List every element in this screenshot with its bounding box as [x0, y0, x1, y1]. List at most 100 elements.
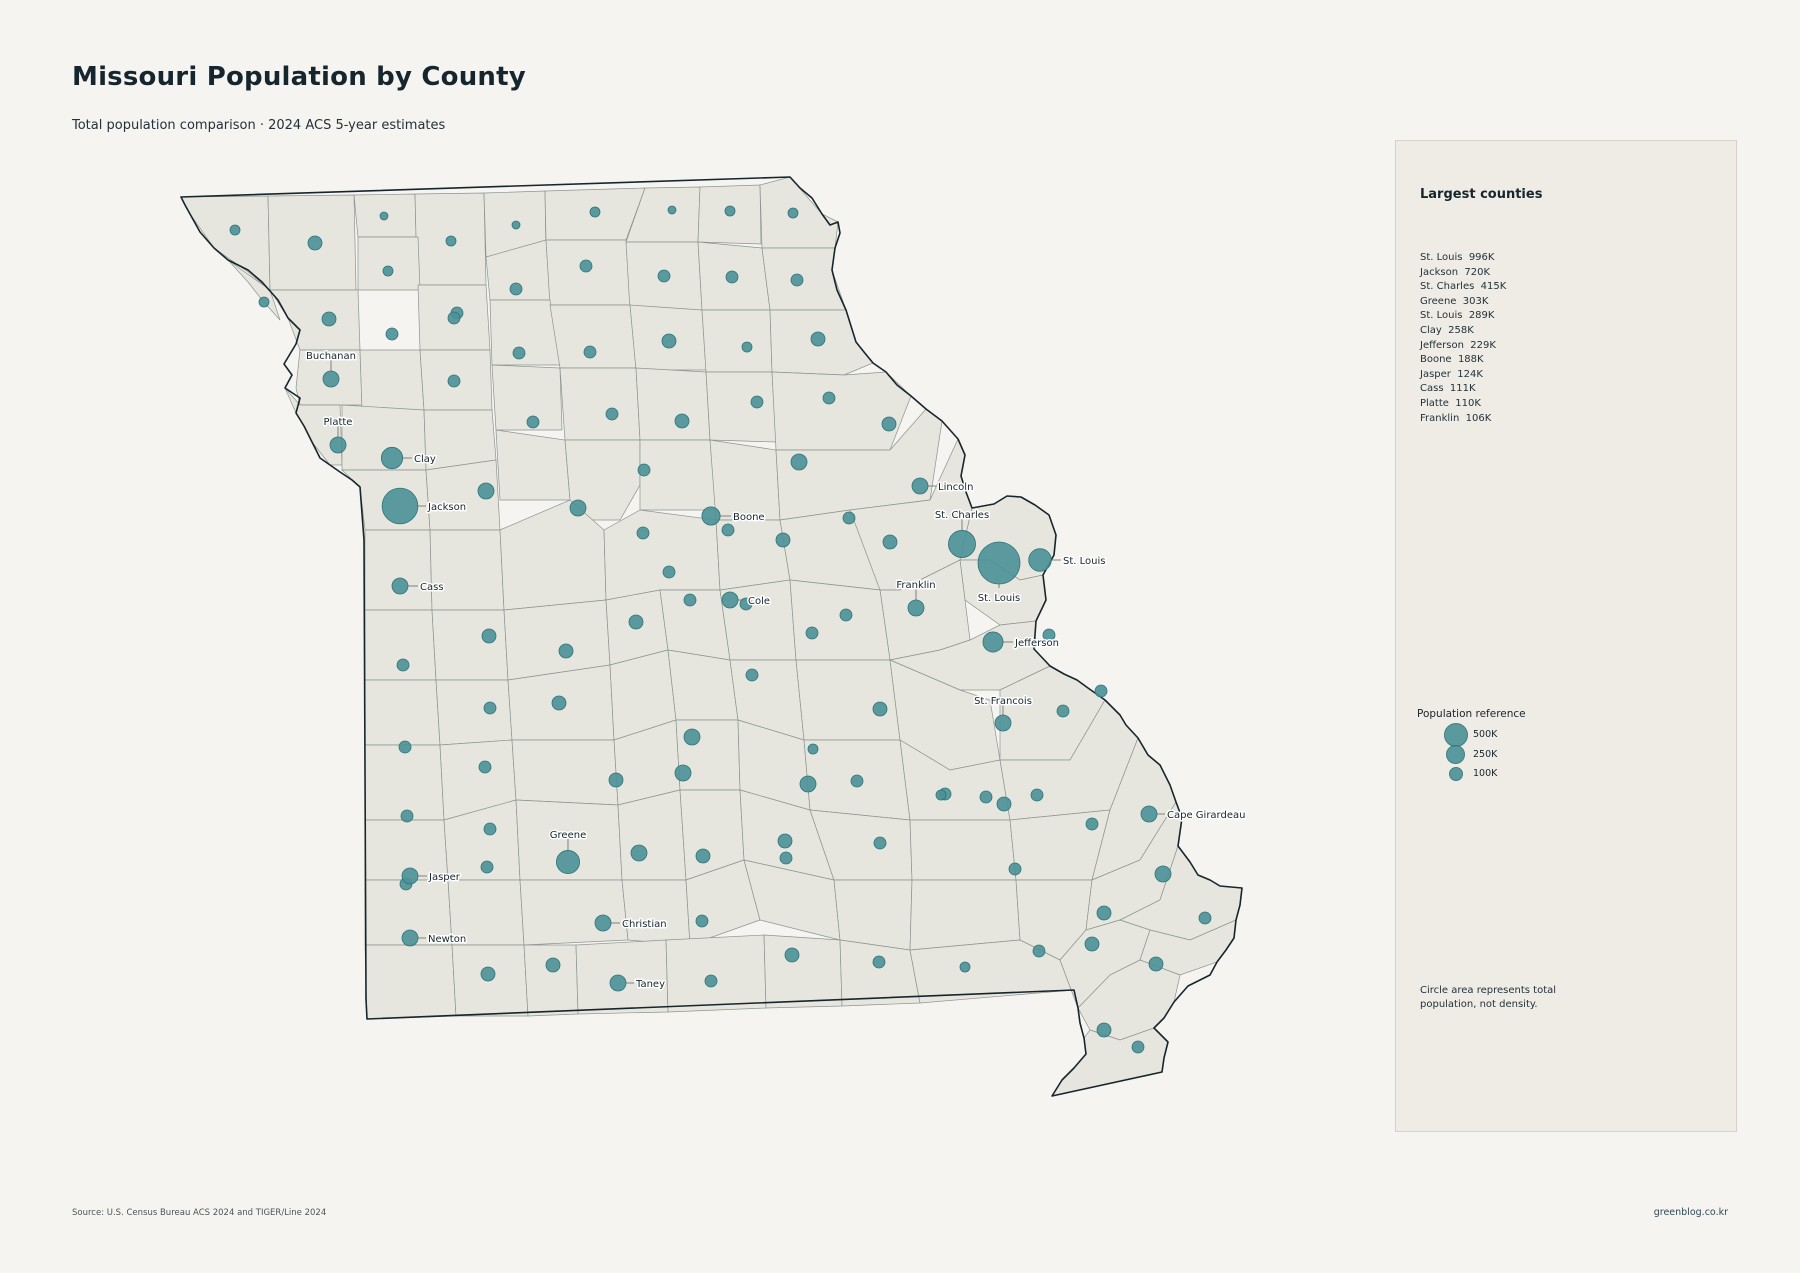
list-item: St. Louis 996K	[1420, 252, 1495, 263]
county-shape	[909, 879, 1021, 951]
leader-layer	[330, 358, 1165, 984]
population-bubble	[907, 599, 925, 617]
county-label: St. Louis	[1063, 556, 1105, 567]
population-bubble	[556, 850, 580, 874]
population-bubble	[667, 205, 677, 215]
population-bubble	[683, 728, 701, 746]
county-shape	[639, 439, 717, 511]
legend-panel: Largest counties St. Louis 996K Jackson …	[1395, 140, 1737, 1132]
population-bubble	[674, 764, 692, 782]
population-bubble	[637, 463, 651, 477]
population-bubble	[526, 415, 540, 429]
county-shape	[559, 367, 641, 441]
population-bubble	[1008, 862, 1022, 876]
population-bubble	[322, 370, 340, 388]
county-label: Jasper	[428, 872, 461, 883]
county-label: Franklin	[896, 580, 935, 591]
population-bubble	[842, 511, 856, 525]
list-item: St. Louis 289K	[1420, 310, 1495, 322]
population-bubble	[745, 668, 759, 682]
population-bubble	[695, 848, 711, 864]
population-bubble	[739, 597, 753, 611]
population-bubble	[1154, 865, 1172, 883]
list-item: Franklin 106K	[1420, 412, 1492, 424]
reference-circle-100k	[1449, 767, 1463, 781]
list-item: Cass 111K	[1420, 383, 1476, 395]
population-bubble	[822, 391, 836, 405]
county-label: Christian	[622, 919, 667, 930]
population-bubble	[483, 701, 497, 715]
county-shape	[357, 236, 421, 291]
population-bubble	[1084, 936, 1100, 952]
population-bubble	[551, 695, 567, 711]
population-bubble	[873, 836, 887, 850]
list-item: Jefferson 229K	[1420, 339, 1496, 351]
population-bubble	[724, 205, 736, 217]
population-bubble	[447, 311, 461, 325]
county-shape	[667, 649, 739, 721]
reference-circle-500k	[1444, 723, 1468, 747]
population-bubble	[579, 259, 593, 273]
population-bubble	[512, 346, 526, 360]
population-bubble	[775, 532, 791, 548]
reference-label-500k: 500K	[1473, 729, 1498, 740]
county-shape	[431, 609, 509, 681]
population-bubble	[790, 273, 804, 287]
legend-note: Circle area represents total population,…	[1420, 985, 1557, 1010]
population-bubble	[481, 628, 497, 644]
county-label: St. Francois	[974, 696, 1032, 707]
population-bubble	[480, 966, 496, 982]
population-bubble	[839, 608, 853, 622]
list-item: Platte 110K	[1420, 397, 1481, 409]
population-bubble	[1198, 911, 1212, 925]
population-bubble	[229, 224, 241, 236]
county-shape	[489, 299, 561, 366]
county-label: Cape Girardeau	[1167, 810, 1245, 821]
population-bubble	[721, 523, 735, 537]
reference-circle-250k	[1446, 745, 1465, 764]
population-bubble	[1140, 805, 1158, 823]
county-shape	[269, 289, 361, 351]
county-shape	[665, 934, 767, 1013]
county-shape	[364, 679, 441, 746]
source-note: Source: U.S. Census Bureau ACS 2024 and …	[72, 1208, 327, 1218]
map-subtitle: Total population comparison · 2024 ACS 5…	[72, 118, 446, 133]
list-item: Jasper 124K	[1420, 368, 1483, 380]
population-bubble	[982, 631, 1004, 653]
county-shape	[761, 247, 847, 311]
legend-panel-title: Largest counties	[1420, 187, 1543, 202]
county-label: St. Louis	[978, 593, 1020, 604]
population-bubble	[483, 822, 497, 836]
population-bubble	[396, 658, 410, 672]
population-bubble	[750, 395, 764, 409]
county-shape	[429, 529, 505, 611]
county-shape	[833, 879, 913, 951]
population-bubble	[683, 593, 697, 607]
county-shape	[789, 579, 891, 661]
population-bubble	[381, 487, 419, 525]
population-bubble-layer	[229, 205, 1212, 1054]
population-bubble	[307, 235, 323, 251]
county-shape	[523, 944, 579, 1017]
population-bubble	[382, 265, 394, 277]
population-bubble	[959, 961, 971, 973]
county-label: Greene	[550, 830, 586, 841]
county-shape	[603, 509, 721, 601]
population-bubble	[674, 413, 690, 429]
county-label: Taney	[635, 979, 665, 990]
list-item: Boone 188K	[1420, 354, 1484, 366]
county-shape	[180, 195, 271, 291]
population-bubble	[445, 235, 457, 247]
population-bubble	[401, 867, 419, 885]
population-bubble	[977, 541, 1021, 585]
county-shape	[621, 879, 691, 946]
population-bubble	[799, 775, 817, 793]
population-bubble	[994, 714, 1012, 732]
population-bubble	[948, 530, 976, 558]
list-item: Greene 303K	[1420, 295, 1489, 307]
population-bubble	[636, 526, 650, 540]
population-bubble	[784, 947, 800, 963]
county-shape	[359, 349, 425, 411]
county-label: Boone	[733, 512, 765, 523]
